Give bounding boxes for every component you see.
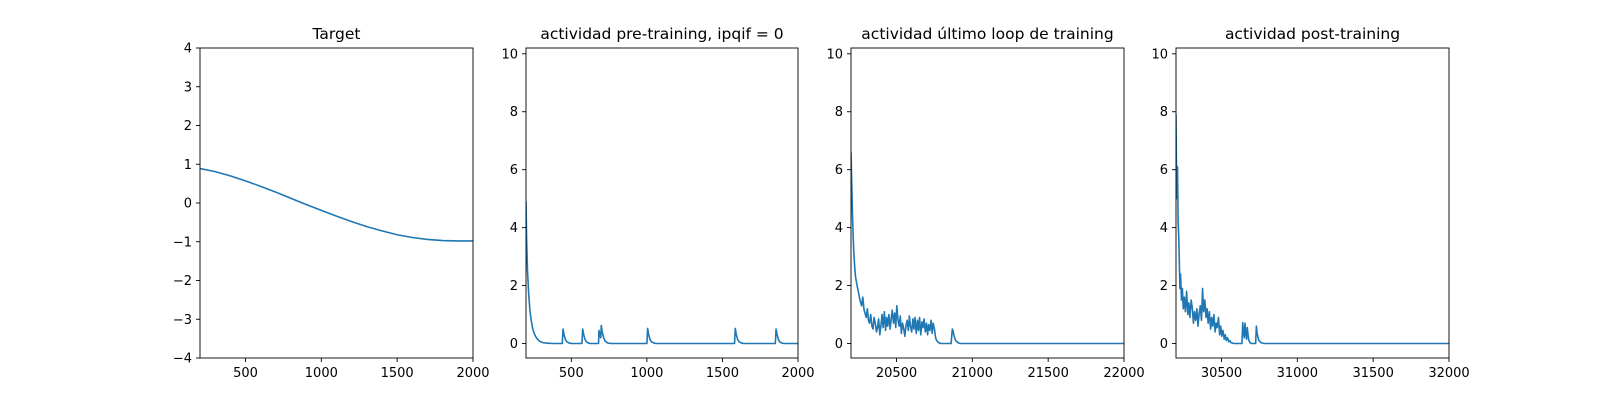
subplot-title: actividad post-training [1225,25,1400,43]
subplot-title: actividad pre-training, ipqif = 0 [540,25,783,43]
y-tick-label: −2 [173,274,192,289]
subplot-4: 30500 31000 31500 32000 0 2 4 6 8 10 actividad pos… [1151,25,1469,381]
y-tick-label: 3 [184,80,192,95]
x-tick-label: 21000 [952,366,993,381]
x-tick-label: 21500 [1027,366,1068,381]
series-line-1 [200,167,473,242]
y-tick-label: 0 [184,197,192,212]
x-tick-label: 500 [559,366,584,381]
y-tick-label: 8 [1160,105,1168,120]
y-tick-label: 2 [184,119,192,134]
x-tick-label: 22000 [1103,366,1144,381]
y-tick-label: 1 [184,158,192,173]
subplot-2: 500 1000 1500 2000 0 2 4 6 8 10 actividad pre-trai… [501,25,814,381]
y-tick-label: 4 [510,221,518,236]
x-tick-label: 1500 [706,366,739,381]
subplot-1: 500 1000 1500 2000 −4 −3 −2 −1 0 1 2 3 4 Target [173,25,490,381]
x-tick-label: 1000 [630,366,663,381]
y-tick-label: −4 [173,352,192,367]
series-line-1 [851,152,1124,345]
x-tick-label: 20500 [876,366,917,381]
x-tick-label: 31000 [1277,366,1318,381]
x-tick-label: 2000 [456,366,489,381]
x-tick-label: 32000 [1428,366,1469,381]
y-tick-label: 10 [826,47,843,62]
axes-frame [850,47,1125,359]
y-tick-label: −1 [173,235,192,250]
subplot-title: actividad último loop de training [861,25,1113,43]
y-tick-label: 4 [184,42,192,57]
subplot-3: 20500 21000 21500 22000 0 2 4 6 8 10 actividad últ… [826,25,1144,381]
x-tick-label: 30500 [1201,366,1242,381]
y-tick-label: 8 [835,105,843,120]
x-tick-label: 1500 [381,366,414,381]
y-tick-label: 0 [835,337,843,352]
y-tick-label: 6 [510,163,518,178]
y-tick-label: −3 [173,313,192,328]
y-tick-label: 0 [1160,337,1168,352]
y-tick-label: 6 [835,163,843,178]
x-tick-label: 500 [233,366,258,381]
y-tick-label: 10 [501,47,518,62]
y-tick-label: 4 [1160,221,1168,236]
y-tick-label: 2 [510,279,518,294]
y-tick-label: 6 [1160,163,1168,178]
axes-frame [525,47,799,359]
series-line-1 [1176,114,1449,345]
y-tick-label: 2 [1160,279,1168,294]
axes-frame [1175,47,1450,359]
x-tick-label: 2000 [781,366,814,381]
x-tick-label: 1000 [305,366,338,381]
y-tick-label: 8 [510,105,518,120]
y-tick-label: 4 [835,221,843,236]
x-tick-label: 31500 [1352,366,1393,381]
subplot-title: Target [312,25,361,43]
y-tick-label: 0 [510,337,518,352]
y-tick-label: 10 [1151,47,1168,62]
y-tick-label: 2 [835,279,843,294]
axes-frame [199,47,474,359]
series-line-1 [526,201,798,345]
